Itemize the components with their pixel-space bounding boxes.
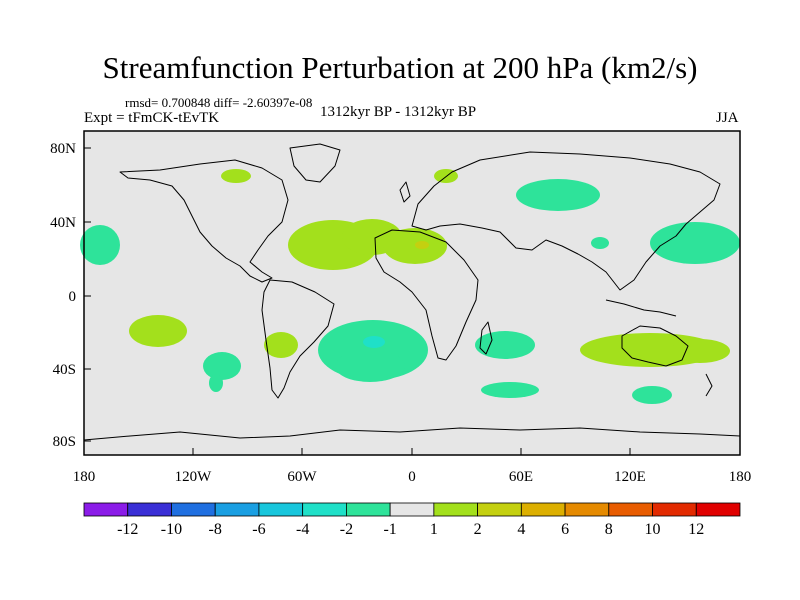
colorbar-label: 6 (561, 521, 569, 538)
positive-anomaly-australia-east (670, 339, 730, 363)
y-tick-label: 40S (53, 362, 76, 378)
negative-anomaly-se-pacific-b (209, 374, 223, 392)
x-tick-label: 60E (509, 469, 533, 485)
colorbar-label: 2 (474, 521, 482, 538)
colorbar-label: 4 (517, 521, 525, 538)
colorbar-label: -1 (383, 521, 396, 538)
coast-greenland (289, 143, 341, 183)
colorbar-label: -12 (117, 521, 138, 538)
period-label: 1312kyr BP - 1312kyr BP (320, 104, 477, 120)
plot-title: Streamfunction Perturbation at 200 hPa (… (102, 50, 698, 85)
y-tick-label: 80N (50, 141, 76, 157)
negative-anomaly-se-pacific (203, 352, 241, 380)
x-tick-label: 120E (614, 469, 646, 485)
colorbar-label: 8 (605, 521, 613, 538)
colorbar-box (608, 502, 653, 517)
coastlines (83, 143, 741, 441)
colorbar-label: -10 (161, 521, 182, 538)
negative-anomaly-tasman (632, 386, 672, 404)
colorbar-box (695, 502, 741, 517)
coast-indonesia (605, 299, 677, 317)
colorbar-box (564, 502, 610, 517)
axis-ticks (83, 147, 741, 455)
coast-eurasia (411, 151, 721, 291)
positive-anomaly-south-america (264, 332, 298, 358)
colorbar-box (214, 502, 260, 517)
positive-anomaly-sahara (383, 228, 447, 264)
experiment-label: Expt = tFmCK-tEvTK (84, 110, 220, 126)
colorbar-box (345, 502, 391, 517)
x-tick-label: 60W (287, 469, 317, 485)
coast-new-zealand (705, 373, 713, 397)
coast-australia (621, 325, 689, 367)
colorbar-label: -4 (296, 521, 309, 538)
colorbar-box (171, 502, 216, 517)
x-tick-label: 180 (73, 469, 96, 485)
negative-anomaly-south-atlantic-core (363, 336, 385, 348)
negative-anomaly-southern-indian (481, 382, 539, 398)
negative-anomaly-south-atlantic-b (335, 350, 405, 382)
negative-anomaly-india (591, 237, 609, 249)
coast-south-america (261, 279, 335, 399)
colorbar-label: 1 (430, 521, 438, 538)
x-tick-label: 0 (408, 469, 416, 485)
coast-antarctica (83, 427, 741, 441)
colorbar-labels: -12 -10 -8 -6 -4 -2 -1 1 2 4 6 8 10 12 (117, 521, 704, 538)
season-label: JJA (716, 110, 739, 126)
anomaly-contours (80, 169, 740, 404)
y-tick-label: 40N (50, 215, 76, 231)
colorbar-box (652, 502, 697, 517)
positive-anomaly-south-pacific (129, 315, 187, 347)
colorbar-label: 12 (688, 521, 704, 538)
x-tick-label: 120W (175, 469, 213, 485)
x-tick-label: 180 (729, 469, 752, 485)
colorbar-box (520, 502, 566, 517)
negative-anomaly-indian-ocean (475, 331, 535, 359)
negative-anomaly-north-pacific (650, 222, 740, 264)
colorbar-label: -6 (252, 521, 265, 538)
coast-madagascar (479, 321, 493, 355)
coast-uk (399, 181, 411, 203)
positive-anomaly-sahara-core (415, 241, 429, 249)
y-tick-label: 80S (53, 434, 76, 450)
colorbar-box (389, 502, 435, 517)
y-tick-label: 0 (69, 289, 77, 305)
colorbar-box (477, 502, 522, 517)
colorbar-box (127, 502, 172, 517)
negative-anomaly-central-asia (516, 179, 600, 211)
colorbar-label: 10 (645, 521, 661, 538)
colorbar-label: -8 (209, 521, 222, 538)
map-background (84, 131, 740, 455)
positive-anomaly-canada (221, 169, 251, 183)
coast-africa (374, 229, 479, 361)
negative-anomaly-east-pacific (80, 225, 120, 265)
colorbar-box (433, 502, 479, 517)
colorbar-box (302, 502, 347, 517)
coast-north-america (119, 159, 289, 283)
colorbar-box (258, 502, 304, 517)
colorbar-label: -2 (340, 521, 353, 538)
rmsd-diff-text: rmsd= 0.700848 diff= -2.60397e-08 (125, 95, 313, 110)
colorbar (83, 502, 741, 517)
colorbar-box (83, 502, 129, 517)
